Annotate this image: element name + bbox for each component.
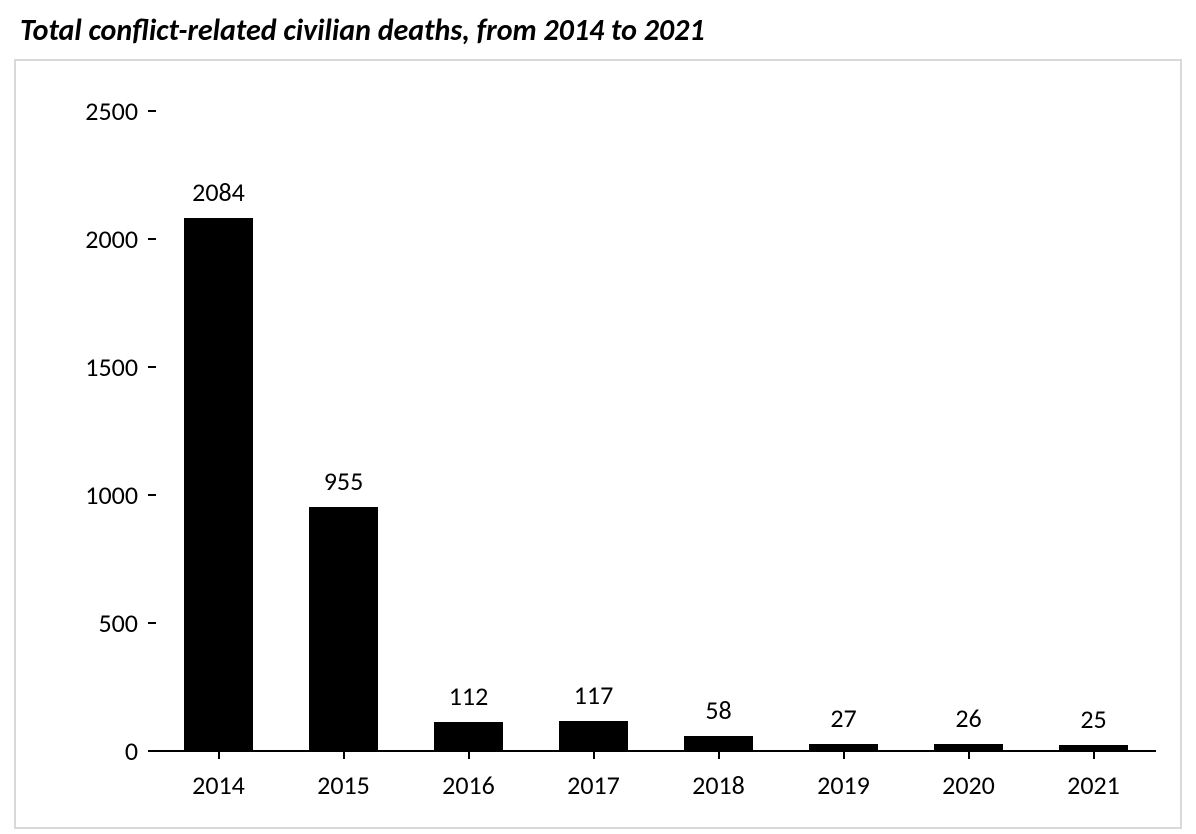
xtick-label: 2020 [942, 769, 995, 801]
ytick-mark [148, 494, 156, 496]
chart-container: Total conflict-related civilian deaths, … [0, 0, 1196, 834]
chart-frame: 2084 2014 955 2015 112 2016 117 2017 58 2018 27 201… [14, 59, 1182, 829]
xtick-label: 2018 [692, 769, 745, 801]
xtick-label: 2019 [817, 769, 870, 801]
bar-value-label: 58 [705, 694, 731, 726]
bar [434, 722, 503, 751]
ytick-label: 2500 [16, 95, 138, 127]
plot-area: 2084201495520151122016117201758201827201… [156, 111, 1156, 751]
bar [684, 736, 753, 751]
ytick-label: 2000 [16, 223, 138, 255]
bar [309, 507, 378, 751]
xtick-mark [968, 751, 970, 759]
xtick-label: 2021 [1067, 769, 1120, 801]
xtick-mark [1093, 751, 1095, 759]
bar [559, 721, 628, 751]
bar [184, 218, 253, 752]
bar-value-label: 27 [830, 702, 856, 734]
xtick-label: 2016 [442, 769, 495, 801]
bar [809, 744, 878, 751]
bar-value-label: 955 [324, 465, 364, 497]
xtick-mark [218, 751, 220, 759]
ytick-label: 0 [16, 735, 138, 767]
ytick-label: 1000 [16, 479, 138, 511]
ytick-mark [148, 110, 156, 112]
ytick-mark [148, 366, 156, 368]
ytick-label: 1500 [16, 351, 138, 383]
xtick-label: 2015 [317, 769, 370, 801]
chart-title: Total conflict-related civilian deaths, … [20, 12, 1182, 49]
ytick-label: 500 [16, 607, 138, 639]
xtick-mark [718, 751, 720, 759]
xtick-mark [343, 751, 345, 759]
bar-value-label: 25 [1080, 703, 1106, 735]
ytick-mark [148, 750, 156, 752]
xtick-label: 2017 [567, 769, 620, 801]
x-axis-line [156, 750, 1156, 752]
xtick-label: 2014 [192, 769, 245, 801]
xtick-mark [843, 751, 845, 759]
ytick-mark [148, 622, 156, 624]
bar-value-label: 117 [574, 679, 614, 711]
bar-value-label: 112 [449, 680, 489, 712]
bar [934, 744, 1003, 751]
bar-value-label: 2084 [192, 176, 245, 208]
ytick-mark [148, 238, 156, 240]
xtick-mark [468, 751, 470, 759]
bar-value-label: 26 [955, 702, 981, 734]
xtick-mark [593, 751, 595, 759]
